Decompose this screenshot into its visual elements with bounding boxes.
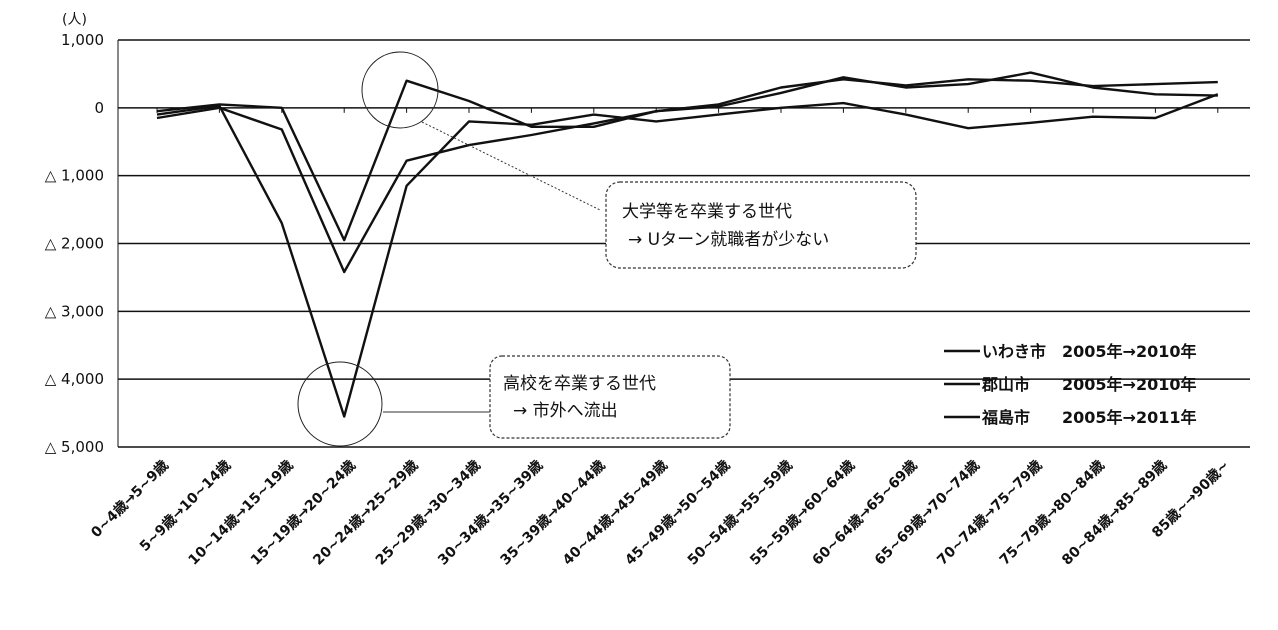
x-tick-label: 60~64歳→65~69歳: [809, 457, 921, 569]
x-tick-label: 50~54歳→55~59歳: [684, 457, 796, 569]
x-tick-label: 65~69歳→70~74歳: [871, 457, 983, 569]
legend-label-iwaki: いわき市 2005年→2010年: [982, 342, 1196, 361]
highlight-circle-upper: [361, 51, 439, 129]
legend-label-fukushima: 福島市 2005年→2011年: [981, 408, 1196, 427]
series-lines: [156, 71, 1219, 418]
x-tick-label: 35~39歳→40~44歳: [497, 457, 609, 569]
legend-label-koriyama: 郡山市 2005年→2010年: [981, 375, 1196, 394]
x-tick-label: 40~44歳→45~49歳: [559, 457, 671, 569]
y-tick-label: △ 3,000: [45, 302, 104, 320]
y-tick-label: △ 1,000: [45, 167, 104, 185]
y-tick-label: △ 5,000: [45, 438, 104, 456]
x-tick-label: 80~84歳→85~89歳: [1058, 457, 1170, 569]
callout-highschool: 高校を卒業する世代 → 市外へ流出: [297, 355, 731, 447]
callout-box-upper: [605, 181, 917, 269]
callout-lower-line2: → 市外へ流出: [513, 401, 618, 421]
x-tick-label: 55~59歳→60~64歳: [746, 457, 858, 569]
x-tick-label: 20~24歳→25~29歳: [310, 457, 422, 569]
x-tick-label: 45~49歳→50~54歳: [622, 457, 734, 569]
x-tick-label: 70~74歳→75~79歳: [934, 457, 1046, 569]
y-tick-label: 1,000: [61, 31, 104, 49]
series-line-fukushima: [156, 78, 1218, 274]
legend: いわき市 2005年→2010年 郡山市 2005年→2010年 福島市 200…: [944, 342, 1196, 427]
y-tick-label: 0: [94, 99, 104, 117]
callout-university: 大学等を卒業する世代 → Uターン就職者が少ない: [361, 51, 917, 269]
y-axis: 1,000 0 △ 1,000 △ 2,000 △ 3,000 △ 4,000 △ 5,00…: [45, 31, 119, 456]
callout-lower-line1: 高校を卒業する世代: [503, 374, 656, 394]
x-axis: 0~4歳→5~9歳5~9歳→10~14歳10~14歳→15~19歳15~19歳→…: [88, 107, 1233, 569]
y-tick-label: △ 2,000: [45, 235, 104, 253]
x-tick-label: 10~14歳→15~19歳: [185, 457, 297, 569]
highlight-circle-lower: [297, 361, 383, 447]
callout-upper-line1: 大学等を卒業する世代: [622, 202, 792, 222]
y-unit-label: (人): [62, 12, 87, 28]
callout-box-lower: [489, 355, 731, 439]
x-tick-label: 25~29歳→30~34歳: [372, 457, 484, 569]
series-line-iwaki: [156, 93, 1219, 418]
x-tick-label: 75~79歳→80~84歳: [996, 457, 1108, 569]
callout-upper-line2: → Uターン就職者が少ない: [628, 230, 829, 250]
x-tick-label: 30~34歳→35~39歳: [434, 457, 546, 569]
x-tick-label: 15~19歳→20~24歳: [247, 457, 359, 569]
callout-leader-upper: [421, 121, 601, 211]
y-tick-label: △ 4,000: [45, 370, 104, 388]
